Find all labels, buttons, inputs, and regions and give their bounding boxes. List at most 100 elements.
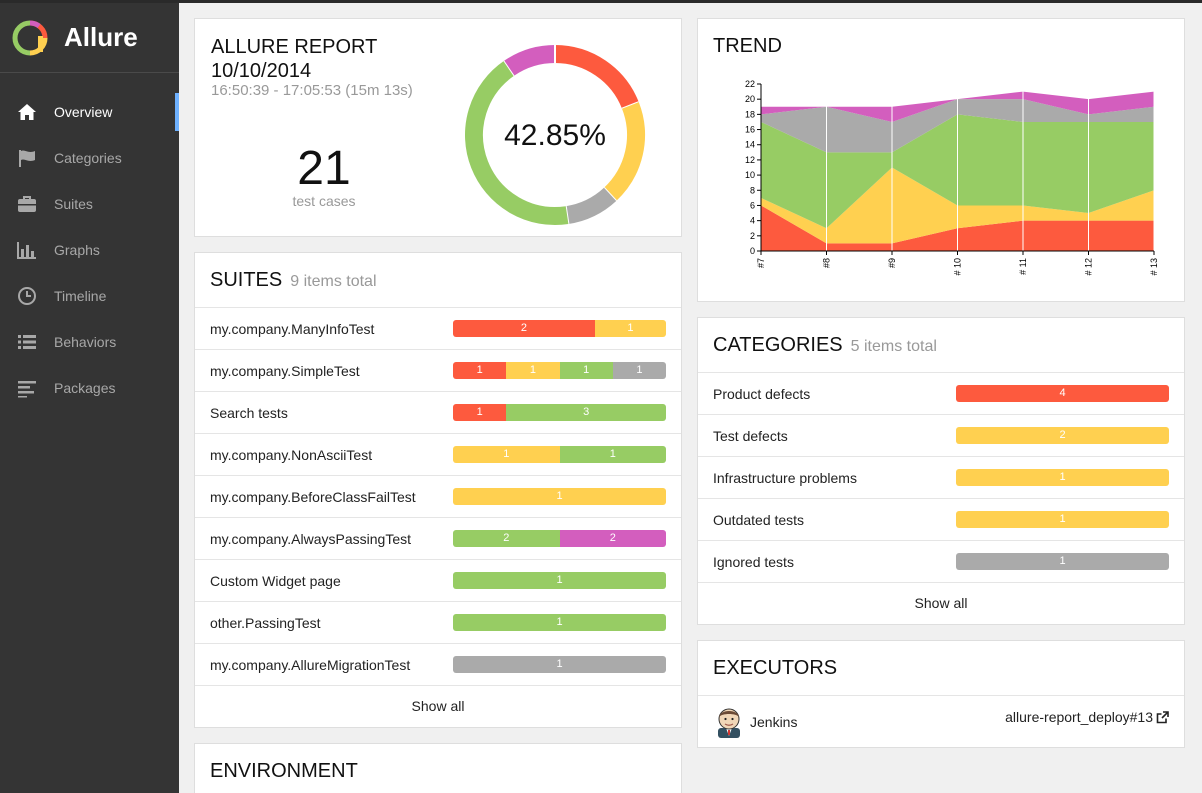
trend-y-tick-label: 12: [745, 155, 755, 165]
trend-x-tick-label: #9: [887, 258, 897, 268]
list-row[interactable]: my.company.BeforeClassFailTest 1: [195, 476, 681, 518]
sidebar-item-categories[interactable]: Categories: [0, 135, 179, 181]
row-name: my.company.ManyInfoTest: [210, 320, 375, 337]
trend-y-tick-label: 14: [745, 140, 755, 150]
status-segment-skipped[interactable]: 1: [612, 362, 666, 379]
list-row[interactable]: Search tests 1 3: [195, 392, 681, 434]
sidebar-item-overview[interactable]: Overview: [0, 89, 179, 135]
trend-area-skipped[interactable]: [761, 99, 1154, 153]
donut-slice-broken[interactable]: [603, 102, 645, 201]
suites-list: my.company.ManyInfoTest 2 1 my.company.Simp…: [195, 308, 681, 686]
status-segment-broken[interactable]: 2: [956, 427, 1169, 444]
report-date: 10/10/2014: [211, 60, 312, 82]
sidebar-item-suites[interactable]: Suites: [0, 181, 179, 227]
categories-subtitle: 5 items total: [850, 338, 937, 355]
sidebar: Allure Overview Categories Suites: [0, 3, 179, 793]
executor-row[interactable]: Jenkins: [698, 696, 1184, 748]
list-row[interactable]: my.company.NonAsciiTest 1 1: [195, 434, 681, 476]
sidebar-item-graphs[interactable]: Graphs: [0, 227, 179, 273]
trend-y-tick-label: 4: [750, 216, 755, 226]
summary-widget: ALLURE REPORT 10/10/2014 16:50:39 - 17:0…: [194, 18, 682, 237]
trend-area-failed[interactable]: [761, 205, 1154, 251]
status-segment-failed[interactable]: 2: [453, 320, 595, 337]
trend-x-tick-label: # 13: [1149, 258, 1159, 276]
status-segment-broken[interactable]: 1: [453, 488, 666, 505]
report-title-block: ALLURE REPORT 10/10/2014: [211, 35, 377, 83]
external-link-icon: [1156, 710, 1169, 723]
status-segment-broken[interactable]: 1: [453, 446, 560, 463]
status-bar[interactable]: 1: [453, 614, 666, 631]
list-row[interactable]: Test defects 2: [698, 415, 1184, 457]
clock-icon: [18, 287, 36, 305]
sidebar-item-label: Overview: [54, 104, 113, 120]
status-bar[interactable]: 1: [956, 469, 1169, 486]
status-segment-broken[interactable]: 1: [956, 511, 1169, 528]
status-bar[interactable]: 2: [956, 427, 1169, 444]
status-segment-passed[interactable]: 1: [453, 572, 666, 589]
list-row[interactable]: Product defects 4: [698, 373, 1184, 415]
list-row[interactable]: my.company.AllureMigrationTest 1: [195, 644, 681, 686]
status-segment-unknown[interactable]: 2: [559, 530, 666, 547]
status-bar[interactable]: 1: [956, 511, 1169, 528]
donut-slice-skipped[interactable]: [565, 187, 617, 224]
list-row[interactable]: my.company.SimpleTest 1 1 1 1: [195, 350, 681, 392]
status-segment-passed[interactable]: 2: [453, 530, 560, 547]
status-segment-skipped[interactable]: 1: [956, 553, 1169, 570]
trend-area-unknown[interactable]: [761, 91, 1154, 122]
status-bar[interactable]: 1: [453, 572, 666, 589]
status-segment-broken[interactable]: 1: [956, 469, 1169, 486]
list-row[interactable]: my.company.ManyInfoTest 2 1: [195, 308, 681, 350]
list-row[interactable]: my.company.AlwaysPassingTest 2 2: [195, 518, 681, 560]
home-icon: [18, 104, 36, 120]
trend-x-tick-label: # 11: [1018, 258, 1028, 275]
suites-header: SUITES 9 items total: [195, 253, 681, 308]
executor-build-link[interactable]: allure-report_deploy#13: [1005, 709, 1169, 725]
row-name: other.PassingTest: [210, 614, 321, 631]
sidebar-item-packages[interactable]: Packages: [0, 365, 179, 411]
status-segment-failed[interactable]: 1: [453, 404, 507, 421]
status-bar[interactable]: 1: [956, 553, 1169, 570]
list-row[interactable]: Infrastructure problems 1: [698, 457, 1184, 499]
categories-title: CATEGORIES: [713, 334, 843, 356]
status-bar[interactable]: 1: [453, 656, 666, 673]
environment-widget: ENVIRONMENT: [194, 743, 682, 793]
list-row[interactable]: Outdated tests 1: [698, 499, 1184, 541]
test-count: 21: [297, 142, 351, 195]
test-count-label: test cases: [292, 193, 356, 209]
list-row[interactable]: Custom Widget page 1: [195, 560, 681, 602]
sidebar-nav: Overview Categories Suites Gr: [0, 89, 179, 411]
list-row[interactable]: Ignored tests 1: [698, 541, 1184, 583]
suites-show-all-link[interactable]: Show all: [411, 698, 465, 714]
status-bar[interactable]: 4: [956, 385, 1169, 402]
sidebar-item-behaviors[interactable]: Behaviors: [0, 319, 179, 365]
list-row[interactable]: other.PassingTest 1: [195, 602, 681, 644]
donut-slice-passed[interactable]: [465, 60, 569, 225]
trend-chart[interactable]: 0 2 4 6 8 10 12 14 16 18 20 22 #7 #8 #9 # 10 # 11 # 12 # 1…: [698, 19, 1184, 301]
sidebar-item-label: Graphs: [54, 242, 100, 258]
status-segment-passed[interactable]: 1: [453, 614, 666, 631]
success-rate-donut[interactable]: [461, 41, 649, 229]
status-segment-passed[interactable]: 3: [506, 404, 666, 421]
executor-build-label: allure-report_deploy#13: [1005, 709, 1153, 725]
status-bar[interactable]: 1: [453, 488, 666, 505]
brand[interactable]: Allure: [0, 3, 179, 73]
donut-slice-failed[interactable]: [554, 45, 639, 109]
status-segment-broken[interactable]: 1: [506, 362, 560, 379]
categories-show-all-link[interactable]: Show all: [914, 595, 968, 611]
trend-x-tick-label: # 10: [953, 258, 963, 276]
status-segment-passed[interactable]: 1: [559, 446, 666, 463]
executor-name: Jenkins: [750, 714, 798, 730]
status-segment-passed[interactable]: 1: [559, 362, 613, 379]
briefcase-icon: [18, 196, 36, 212]
status-segment-failed[interactable]: 1: [453, 362, 507, 379]
sidebar-item-timeline[interactable]: Timeline: [0, 273, 179, 319]
status-segment-skipped[interactable]: 1: [453, 656, 666, 673]
status-segment-failed[interactable]: 4: [956, 385, 1169, 402]
status-segment-broken[interactable]: 1: [594, 320, 666, 337]
donut-slice-unknown[interactable]: [504, 45, 556, 76]
